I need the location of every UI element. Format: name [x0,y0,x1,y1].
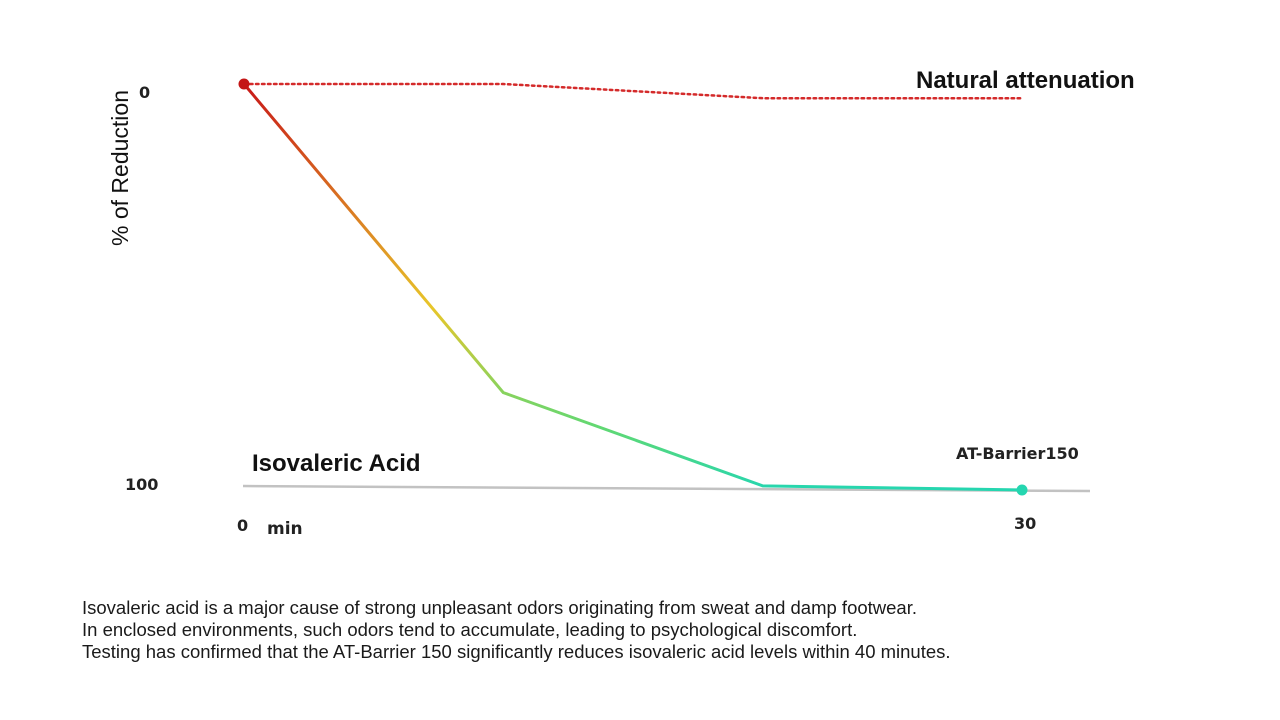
natural-attenuation-start-point [238,78,250,90]
caption-line-1: Isovaleric acid is a major cause of stro… [82,597,918,618]
x-tick-label-0: 0 [237,516,248,535]
caption-line-2: In enclosed environments, such odors ten… [82,619,858,640]
natural-attenuation-label: Natural attenuation [916,67,1135,94]
baseline-label: Isovaleric Acid [252,450,421,477]
at-barrier150-end-point [1016,484,1028,496]
at-barrier150-label: AT-Barrier150 [956,444,1079,463]
x-unit-label: min [267,519,303,539]
natural-attenuation-line [242,82,1024,100]
reduction-chart: % of Reduction 0 100 0 30 min Isovaleric… [107,67,1135,539]
caption: Isovaleric acid is a major cause of stro… [82,597,1232,663]
y-axis-title: % of Reduction [107,90,133,246]
x-tick-label-30: 30 [1014,514,1036,533]
y-tick-label-100: 100 [125,475,158,494]
caption-line-3: Testing has confirmed that the AT-Barrie… [82,641,951,662]
y-tick-label-0: 0 [139,83,150,102]
at-barrier150-line [242,83,1023,492]
